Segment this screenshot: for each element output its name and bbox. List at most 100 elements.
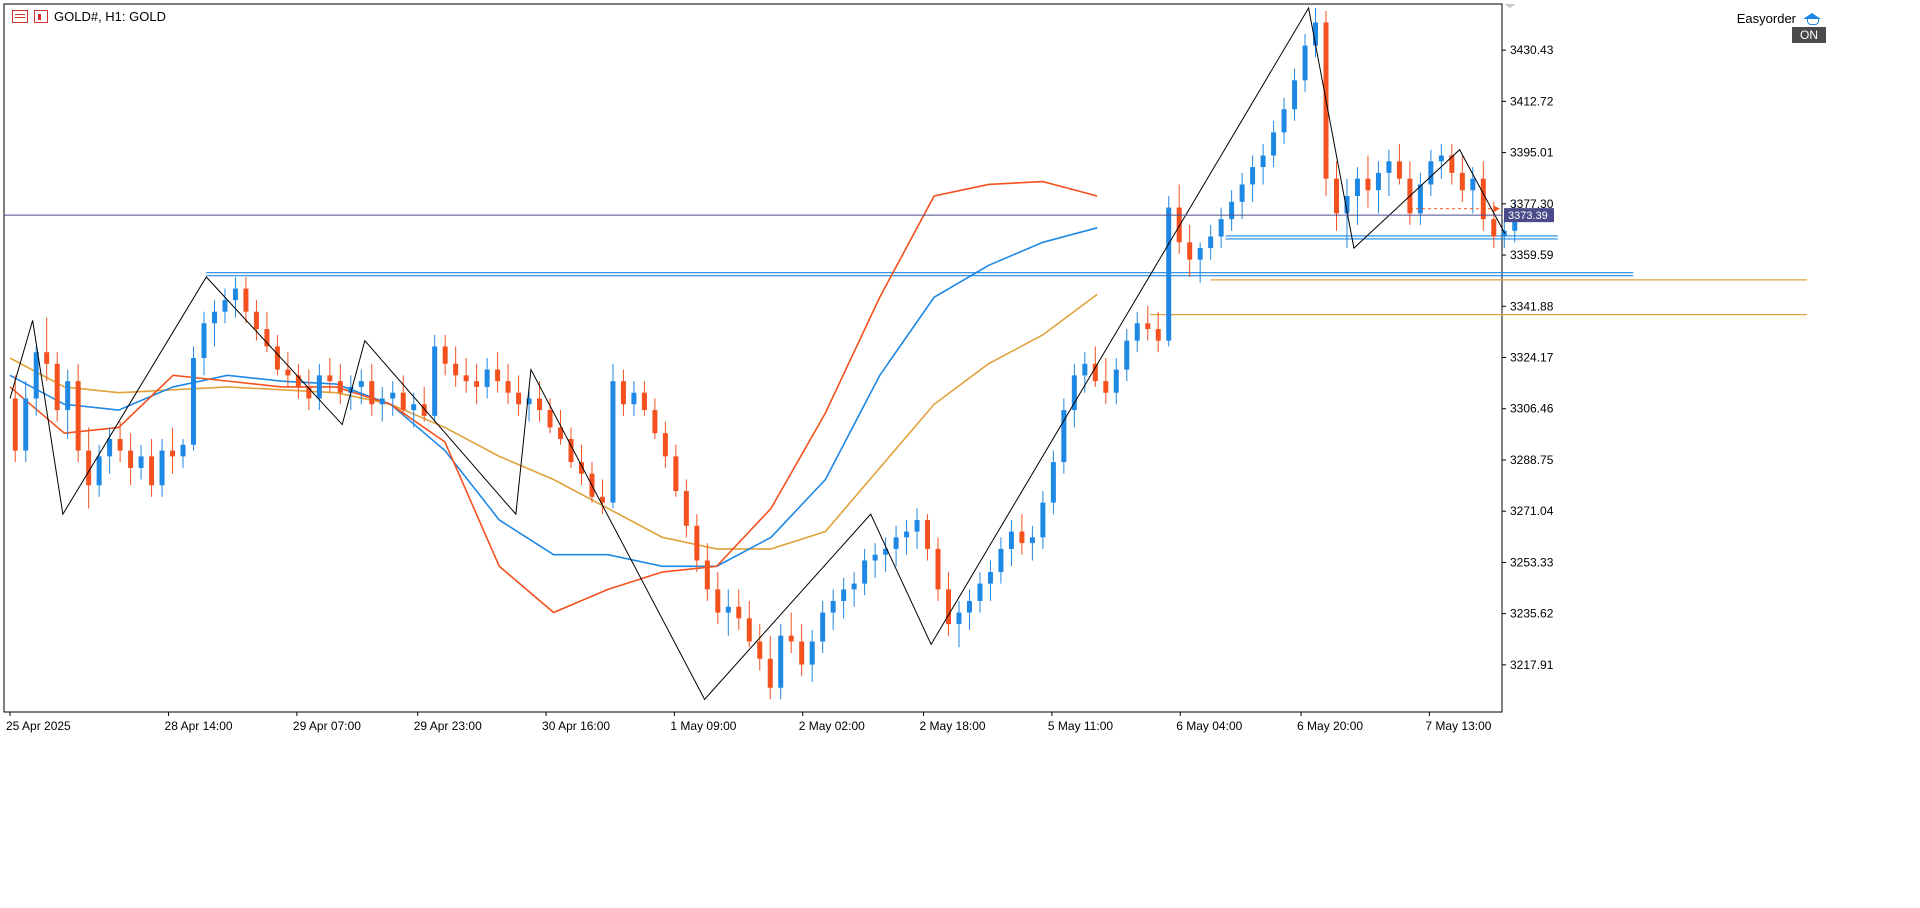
candle-body [222,300,228,312]
candle-body [599,496,605,503]
candle-body [211,311,217,324]
expert-advisor-label: Easyorder [1737,11,1822,26]
candle-body [1344,196,1350,214]
candle-body [1124,340,1130,370]
candle-body [694,525,700,561]
chart-shift-marker [1504,4,1516,8]
candle-body [128,450,134,468]
ask-arrow [1494,205,1500,212]
bid-price-label: 3373.39 [1508,210,1548,222]
candle-body [631,392,637,405]
candle-body [1092,363,1098,382]
candle-body [547,410,553,428]
candle-body [1040,502,1046,538]
candle-body [379,398,385,405]
candle-body [757,641,763,659]
candle-body [75,381,81,451]
expert-status-badge[interactable]: ON [1792,27,1826,43]
y-tick-label: 3359.59 [1510,248,1554,262]
candle-body [264,329,270,347]
candle-body [914,519,920,532]
x-tick-label: 6 May 04:00 [1176,719,1242,733]
candle-body [1428,161,1434,185]
candle-body [841,589,847,601]
candle-body [1229,201,1235,220]
candle-body [673,456,679,492]
candle-body [274,346,280,370]
candle-body [12,398,18,451]
y-tick-label: 3430.43 [1510,43,1554,57]
y-tick-label: 3412.72 [1510,94,1554,108]
candle-body [1187,242,1193,260]
y-tick-label: 3341.88 [1510,299,1554,313]
candle-body [1375,172,1381,191]
candle-body [1008,531,1014,549]
candle-body [107,438,113,457]
candle-body [86,450,92,486]
candle-body [620,381,626,405]
candle-body [641,392,647,411]
candle-body [725,606,731,613]
candle-body [715,589,721,613]
candle-body [1386,161,1392,173]
candle-body [883,548,889,555]
candle-body [54,363,60,411]
candle-body [1260,155,1266,168]
candle-body [767,658,773,688]
candle-body [1134,323,1140,341]
candle-body [987,572,993,584]
candle-body [358,381,364,387]
candle-body [421,404,427,416]
candle-body [316,375,322,399]
x-tick-label: 2 May 18:00 [920,719,986,733]
candle-body [369,381,375,405]
candle-body [1271,132,1277,156]
candle-body [400,392,406,411]
candle-body [474,381,480,387]
candle-body [610,381,616,503]
candle-body [505,381,511,393]
candle-body [778,635,784,688]
chart-menu-icon[interactable] [12,10,28,23]
candle-body [484,369,490,387]
x-tick-label: 6 May 20:00 [1297,719,1363,733]
candle-body [746,618,752,642]
candle-body [558,427,564,439]
candle-body [1459,172,1465,191]
candle-body [1050,462,1056,503]
candle-body [253,311,259,330]
candle-body [1155,329,1161,341]
chart-type-icon[interactable] [34,10,48,23]
candle-body [662,433,668,457]
x-tick-label: 7 May 13:00 [1425,719,1491,733]
candle-body [568,438,574,463]
y-tick-label: 3324.17 [1510,351,1554,365]
candle-body [390,392,396,399]
candle-body [33,352,39,399]
candle-body [977,583,983,601]
ma-mid-line [9,227,1098,568]
candle-body [799,641,805,665]
candle-body [830,600,836,613]
candle-body [1197,248,1203,260]
y-tick-label: 3235.62 [1510,607,1554,621]
candle-body [1071,375,1077,411]
candle-body [348,386,354,393]
candle-body [1470,178,1476,191]
candle-body [117,438,123,451]
candle-body [411,404,417,411]
candle-body [44,352,50,364]
candle-body [683,491,689,526]
candle-body [337,381,343,393]
candle-body [243,288,249,312]
candle-body [232,288,238,301]
y-tick-label: 3288.75 [1510,453,1554,467]
candle-body [453,363,459,376]
candle-body [851,583,857,590]
candle-body [295,375,301,387]
candle-body [1208,236,1214,249]
candle-body [862,560,868,584]
candle-body [1061,410,1067,463]
